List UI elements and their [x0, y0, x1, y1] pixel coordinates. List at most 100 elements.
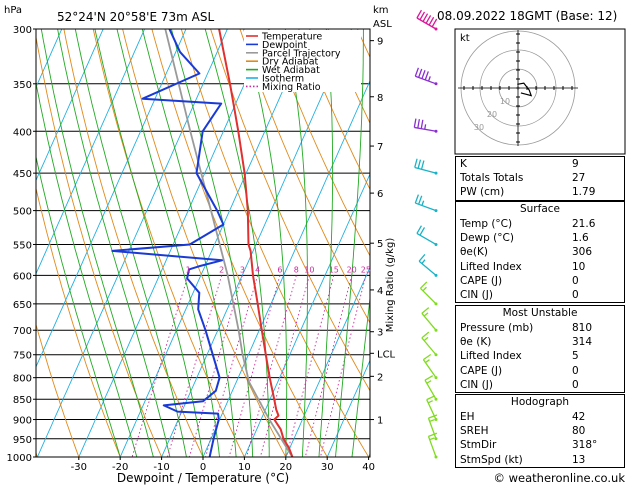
pressure-tick-label: 900 [13, 416, 32, 427]
wet-adiabat-line [243, 29, 288, 457]
hodograph-ring-label: 20 [487, 110, 497, 119]
wind-barb-feather [418, 68, 423, 78]
dry-adiabat-line [36, 323, 80, 457]
mixing-ratio-line [320, 275, 367, 457]
dry-adiabat-line [151, 29, 328, 457]
mixing-ratio-label: 20 [347, 265, 357, 274]
hodograph-unit: kt [460, 33, 470, 44]
index-value: 27 [572, 172, 586, 185]
wind-barb-feather [421, 200, 425, 206]
wet-adiabat-line [57, 29, 171, 457]
wind-barb-feather [428, 432, 438, 437]
wind-barb-feather [423, 312, 429, 317]
legend-label: Dewpoint [262, 40, 307, 51]
wind-barb-base [434, 82, 438, 86]
km-axis-title: km [373, 5, 389, 16]
mu-label: CAPE (J) [460, 364, 503, 377]
wind-barb-base [434, 209, 438, 213]
hodo-label: StmDir [460, 439, 497, 452]
wind-barb-feather [421, 70, 426, 79]
dry-adiabat-line [239, 29, 370, 324]
hpa-axis-title: hPa [4, 5, 22, 16]
wind-barb-feather [418, 195, 423, 205]
wind-barb-base [434, 27, 438, 31]
mixing-ratio-labels: 1 2 3 4 6 8 10 15 20 25 [186, 265, 371, 274]
index-row-pw: PW (cm) 1.79 [456, 185, 624, 199]
parcel-trajectory-line [164, 29, 294, 457]
pressure-tick-label: 450 [13, 169, 32, 180]
wind-barb-staff [427, 417, 437, 439]
pressure-tick-label: 400 [13, 127, 32, 138]
hodograph-table-title: Hodograph [510, 396, 570, 408]
hodograph-ring-label: 10 [500, 97, 510, 106]
height-tick-label: 5 [377, 239, 383, 250]
wind-barb-feather [413, 118, 417, 128]
wind-barb-feather [425, 15, 432, 24]
height-tick-label: 3 [377, 328, 383, 339]
wind-barb-feather [421, 307, 430, 314]
legend-label: Isotherm [262, 74, 304, 85]
mu-value: 0 [572, 364, 579, 377]
mixing-ratio-line [285, 275, 335, 457]
wind-barb-feather [426, 395, 436, 401]
mixing-ratio-label: 8 [294, 265, 299, 274]
wind-barb-base [434, 376, 438, 380]
wind-barb-base [434, 302, 438, 306]
wind-barb-staff [427, 436, 437, 458]
dry-adiabat-line [122, 29, 287, 457]
wind-barb-staff [416, 17, 437, 30]
wind-barb-staff [415, 202, 437, 212]
wind-barb-feather [425, 359, 430, 364]
surface-label: Dewp (°C) [460, 232, 514, 245]
wind-barb-base [434, 455, 438, 459]
mu-value: 810 [572, 322, 593, 334]
mixing-ratio-label: 4 [255, 265, 260, 274]
height-tick-label: LCL [377, 349, 396, 360]
isotherm-line [36, 29, 187, 368]
hodo-label: StmSpd (kt) [460, 453, 523, 466]
wind-barb-base [434, 171, 438, 175]
wind-barb-feather [424, 124, 427, 130]
mixing-ratio-label: 15 [329, 265, 339, 274]
isotherm-line [36, 29, 146, 275]
mu-label: Lifted Index [460, 350, 522, 363]
wind-barb-feather [431, 18, 438, 28]
surface-value: 306 [572, 246, 593, 259]
height-tick-label: 4 [377, 286, 383, 297]
surface-value: 0 [572, 288, 579, 301]
mu-label: CIN (J) [460, 378, 493, 391]
wind-barb-base [434, 353, 438, 357]
mixing-ratio-label: 6 [277, 265, 282, 274]
temp-tick-label: 20 [279, 462, 292, 473]
height-tick-label: 2 [377, 372, 383, 383]
dry-adiabat-line [210, 29, 370, 392]
x-axis-title: Dewpoint / Temperature (°C) [117, 471, 289, 485]
temp-tick-label: 0 [200, 462, 206, 473]
index-label: K [460, 158, 467, 170]
surface-table: Surface Temp (°C) 21.6 Dewp (°C) 1.6 θe(K)… [455, 201, 625, 304]
wind-barb-feather [421, 259, 426, 264]
wind-barb-feather [427, 76, 431, 82]
isotherm-line [36, 29, 104, 182]
wind-barb-base [434, 328, 438, 332]
wind-barb-feather [429, 419, 435, 423]
wind-barb-feather [422, 286, 427, 292]
copyright: © weatheronline.co.uk [493, 471, 625, 485]
height-tick-label: 1 [377, 416, 383, 427]
wind-barb-feather [428, 16, 435, 26]
mixing-ratio-axis-title: Mixing Ratio (g/kg) [385, 238, 396, 333]
wind-barb-feather [421, 331, 430, 339]
wind-barb-feather [416, 225, 423, 234]
wet-adiabat-line [170, 29, 254, 457]
dry-adiabat-line [92, 29, 245, 457]
temp-tick-label: 10 [238, 462, 251, 473]
isotherm-line [161, 29, 353, 457]
wind-barb-feather [414, 194, 420, 204]
wind-barb-base [434, 273, 438, 277]
surface-title: Surface [519, 203, 560, 215]
wind-barb-feather [420, 119, 424, 129]
wet-adiabat-line [335, 29, 364, 457]
wind-barb-feather [424, 71, 429, 81]
pressure-tick-label: 550 [13, 240, 32, 251]
wet-adiabat-line [141, 29, 237, 457]
